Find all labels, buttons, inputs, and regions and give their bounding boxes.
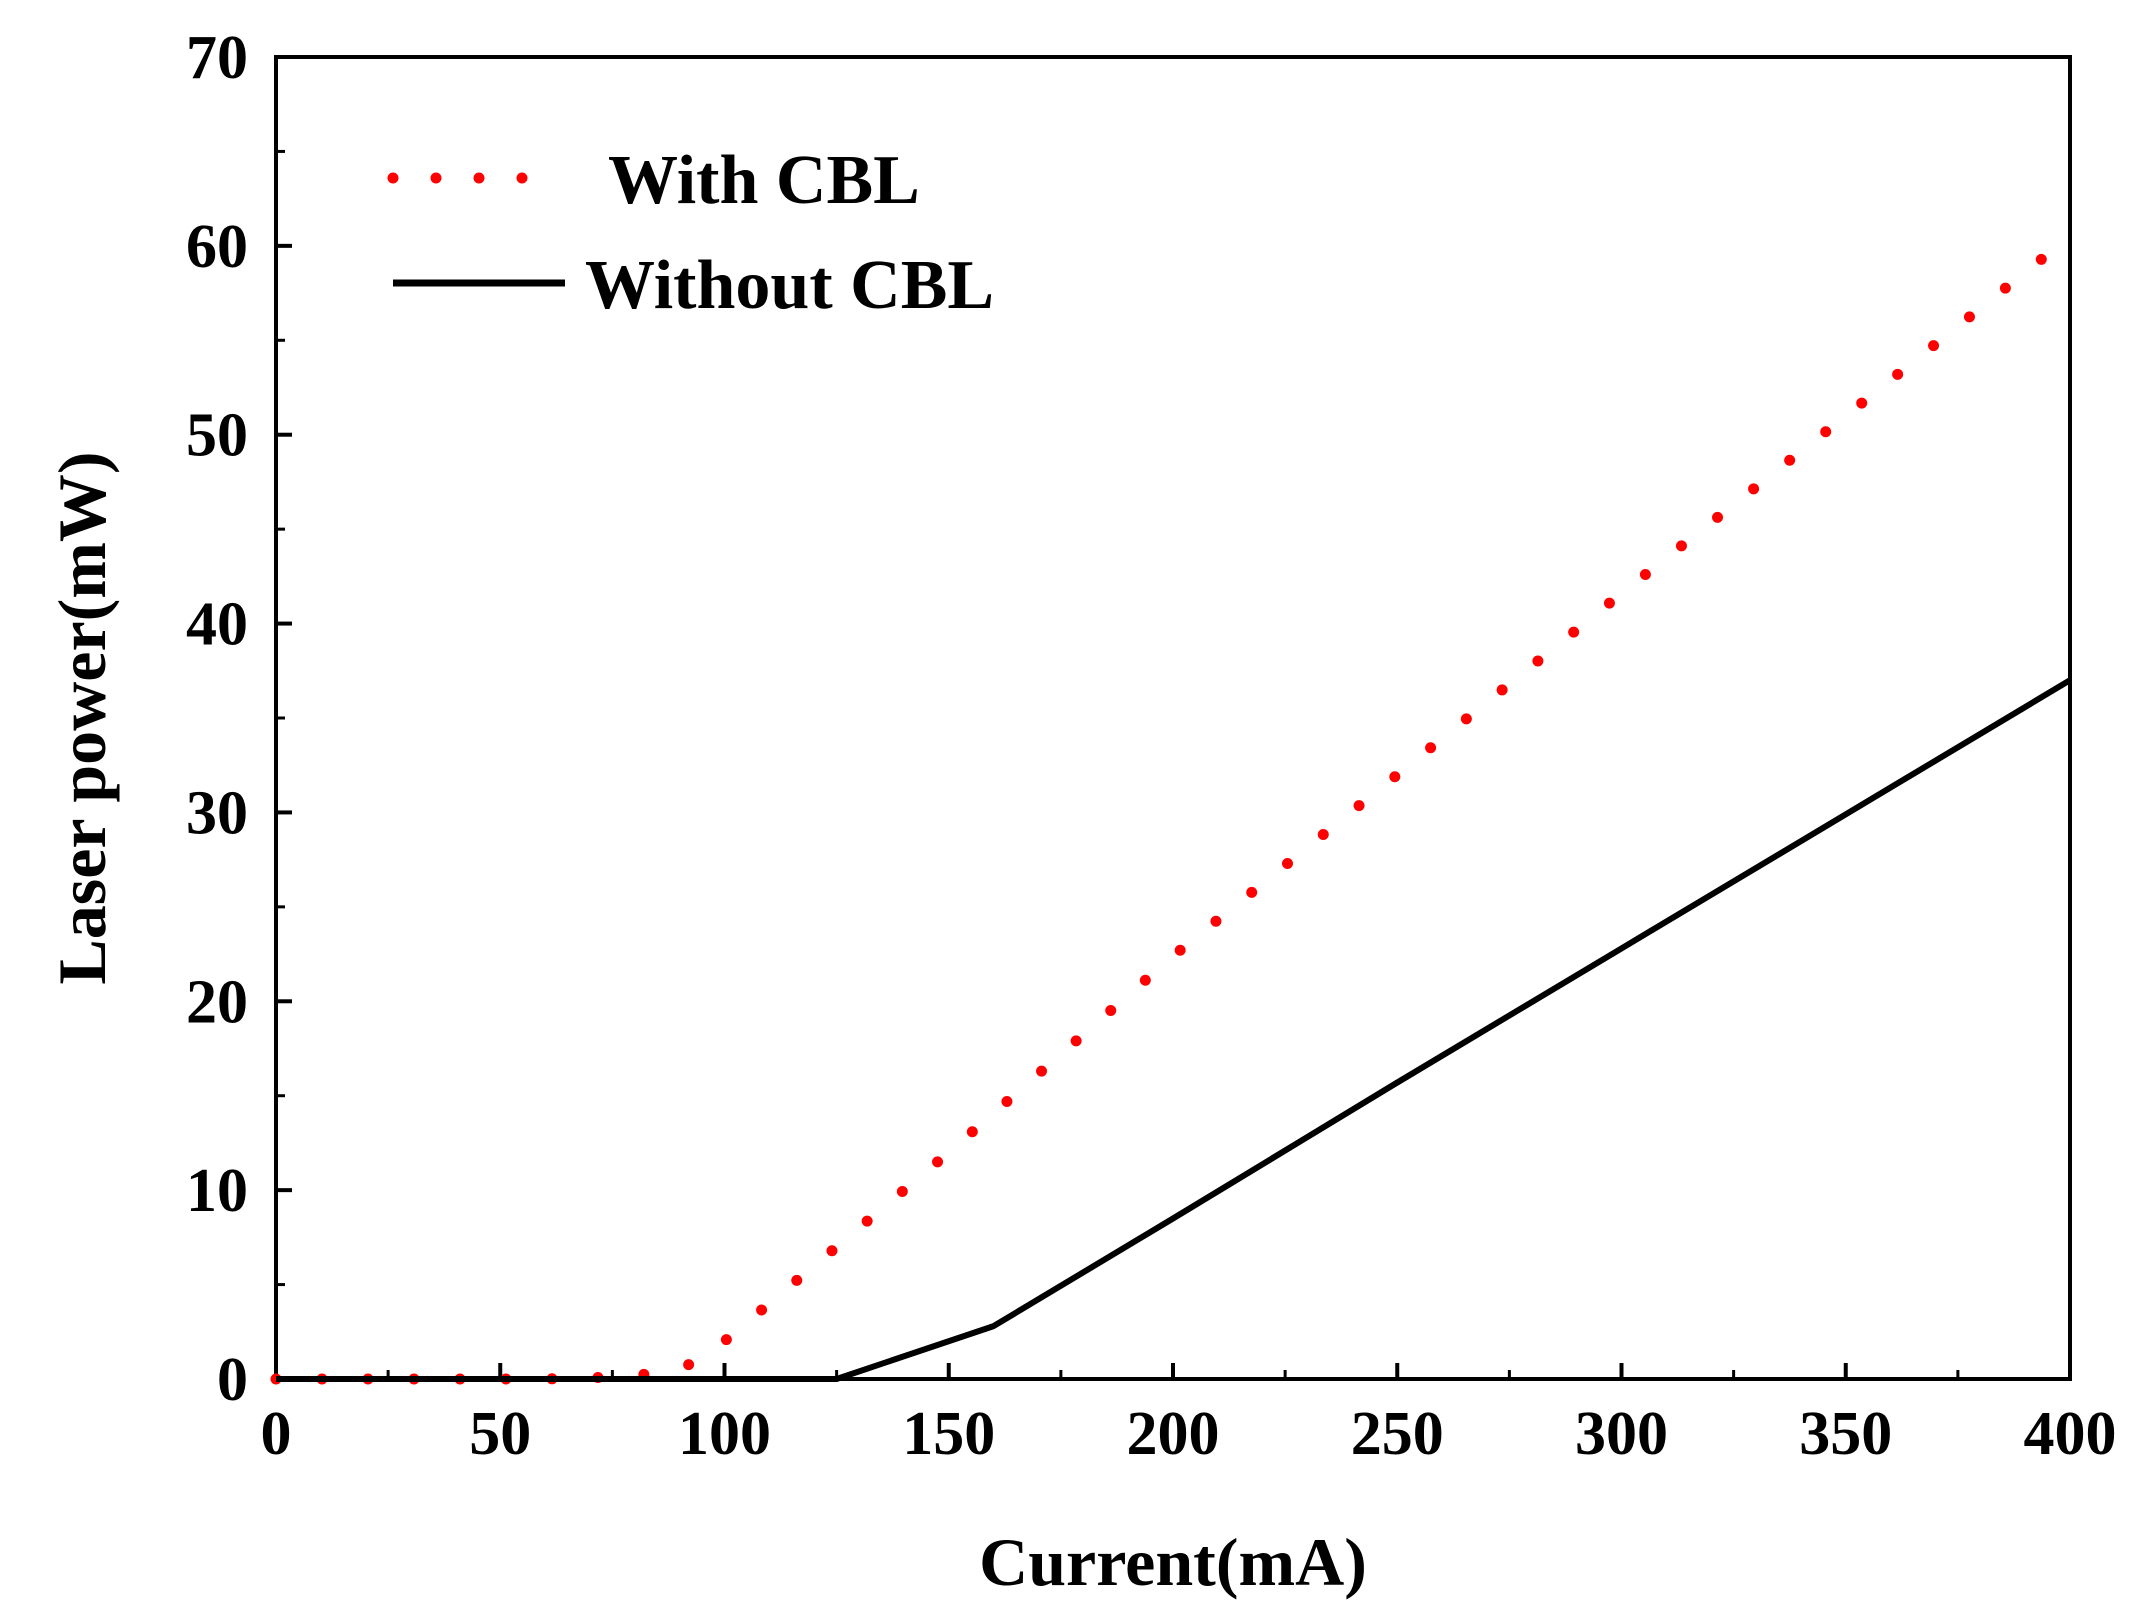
y-tick-label: 50 [186,402,248,470]
x-tick-label: 50 [469,1400,531,1468]
legend-label: Without CBL [585,247,994,324]
series-lines [270,230,2076,1385]
y-tick-label: 20 [186,968,248,1036]
x-tick-label: 250 [1351,1400,1444,1468]
with-cbl-line [270,230,2076,1385]
y-axis-title: Laser power(mW) [44,451,120,984]
y-tick-label: 30 [186,779,248,847]
y-tick-label: 70 [186,24,248,92]
x-axis-title: Current(mA) [979,1524,1367,1600]
x-tick-label: 100 [678,1400,771,1468]
y-tick-label: 10 [186,1157,248,1225]
axes [274,55,2072,1381]
legend: With CBL Without CBL [387,142,994,324]
plot-frame [274,55,2072,1381]
x-tick-label: 400 [2024,1400,2117,1468]
ticks: 0 50 100 150 200 250 300 350 400 0 10 20 30 40 50 60 70 [186,24,2117,1468]
x-tick-label: 350 [1799,1400,1892,1468]
x-tick-label: 0 [261,1400,292,1468]
x-tick-label: 300 [1575,1400,1668,1468]
x-tick-label: 150 [902,1400,995,1468]
legend-label: With CBL [608,142,920,219]
y-tick-label: 60 [186,213,248,281]
legend-with-cbl: With CBL [387,142,920,219]
y-tick-label: 40 [186,591,248,659]
y-tick-label: 0 [217,1346,248,1414]
legend-without-cbl: Without CBL [393,247,994,324]
without-cbl-line [276,677,2072,1382]
x-tick-label: 200 [1127,1400,1220,1468]
